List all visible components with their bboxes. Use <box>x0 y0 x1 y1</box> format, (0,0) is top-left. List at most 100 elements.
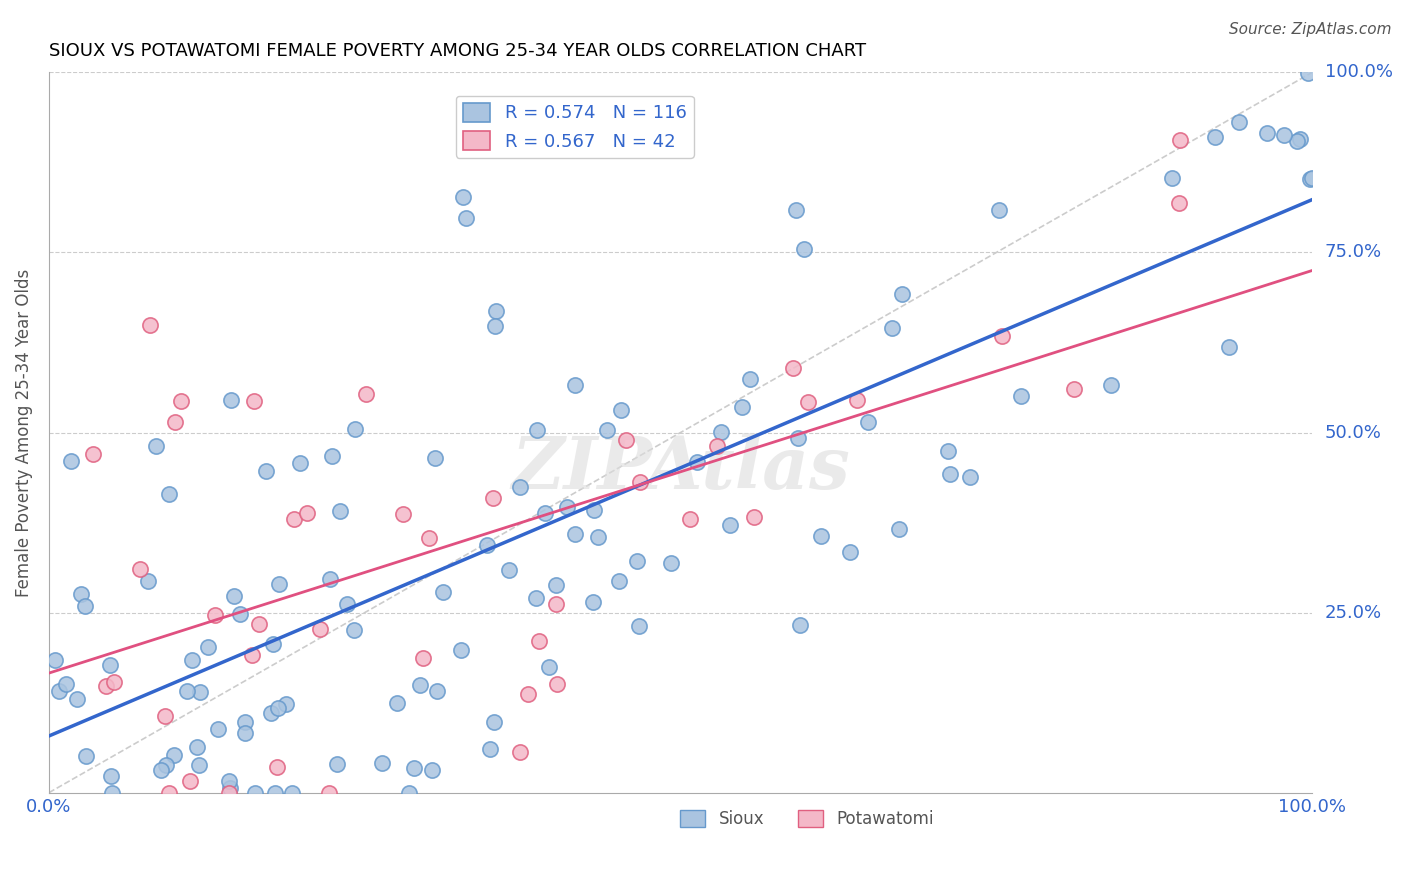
Point <box>555 500 578 514</box>
Point <box>354 387 377 401</box>
Point <box>222 589 245 603</box>
Point <box>596 423 619 437</box>
Point <box>153 709 176 723</box>
Point <box>498 563 520 577</box>
Point <box>785 203 807 218</box>
Point <box>891 287 914 301</box>
Point <box>145 439 167 453</box>
Point <box>295 506 318 520</box>
Point <box>207 722 229 736</box>
Point <box>290 456 312 470</box>
Point <box>157 487 180 501</box>
Point <box>218 786 240 800</box>
Point <box>100 769 122 783</box>
Point <box>155 757 177 772</box>
Point <box>1204 129 1226 144</box>
Point <box>1218 340 1240 354</box>
Text: Source: ZipAtlas.com: Source: ZipAtlas.com <box>1229 22 1392 37</box>
Point <box>797 395 820 409</box>
Text: 50.0%: 50.0% <box>1324 424 1382 442</box>
Text: 100.0%: 100.0% <box>1324 63 1393 81</box>
Point <box>385 696 408 710</box>
Point <box>336 597 359 611</box>
Point <box>524 591 547 605</box>
Point <box>482 714 505 729</box>
Point <box>678 512 700 526</box>
Legend: Sioux, Potawatomi: Sioux, Potawatomi <box>673 803 941 835</box>
Point <box>731 400 754 414</box>
Point <box>343 623 366 637</box>
Point <box>659 556 682 570</box>
Text: ZIPAtlas: ZIPAtlas <box>512 433 849 504</box>
Point <box>1288 132 1310 146</box>
Point <box>484 319 506 334</box>
Point <box>706 439 728 453</box>
Point <box>243 786 266 800</box>
Point <box>329 504 352 518</box>
Point <box>516 687 538 701</box>
Point <box>267 577 290 591</box>
Point <box>628 475 651 490</box>
Point <box>742 509 765 524</box>
Point <box>810 529 832 543</box>
Point <box>1298 65 1320 79</box>
Point <box>319 572 342 586</box>
Point <box>626 554 648 568</box>
Point <box>264 786 287 800</box>
Point <box>1286 134 1309 148</box>
Point <box>588 530 610 544</box>
Point <box>614 433 637 447</box>
Point <box>564 527 586 541</box>
Point <box>1272 128 1295 142</box>
Point <box>1256 126 1278 140</box>
Point <box>55 677 77 691</box>
Point <box>179 774 201 789</box>
Point <box>325 757 347 772</box>
Point <box>1168 133 1191 147</box>
Point <box>101 786 124 800</box>
Point <box>233 726 256 740</box>
Point <box>509 480 531 494</box>
Point <box>938 467 960 482</box>
Point <box>309 622 332 636</box>
Point <box>793 243 815 257</box>
Point <box>138 574 160 589</box>
Point <box>544 578 567 592</box>
Point <box>254 464 277 478</box>
Point <box>247 617 270 632</box>
Point <box>218 774 240 789</box>
Point <box>1299 171 1322 186</box>
Point <box>889 522 911 536</box>
Point <box>1099 377 1122 392</box>
Point <box>546 677 568 691</box>
Point <box>453 190 475 204</box>
Point <box>479 742 502 756</box>
Point <box>538 660 561 674</box>
Point <box>718 517 741 532</box>
Point <box>1063 382 1085 396</box>
Point <box>990 328 1012 343</box>
Point <box>204 607 226 622</box>
Point <box>48 684 70 698</box>
Point <box>176 684 198 698</box>
Point <box>262 637 284 651</box>
Point <box>243 394 266 409</box>
Point <box>838 544 860 558</box>
Point <box>392 507 415 521</box>
Y-axis label: Female Poverty Among 25-34 Year Olds: Female Poverty Among 25-34 Year Olds <box>15 268 32 597</box>
Point <box>266 760 288 774</box>
Point <box>240 648 263 663</box>
Point <box>186 739 208 754</box>
Point <box>103 675 125 690</box>
Point <box>582 502 605 516</box>
Point <box>1167 195 1189 210</box>
Point <box>856 415 879 429</box>
Text: 25.0%: 25.0% <box>1324 604 1382 622</box>
Point <box>65 692 87 706</box>
Point <box>450 643 472 657</box>
Point <box>546 597 568 611</box>
Point <box>509 745 531 759</box>
Point <box>221 392 243 407</box>
Point <box>782 361 804 376</box>
Point <box>412 651 434 665</box>
